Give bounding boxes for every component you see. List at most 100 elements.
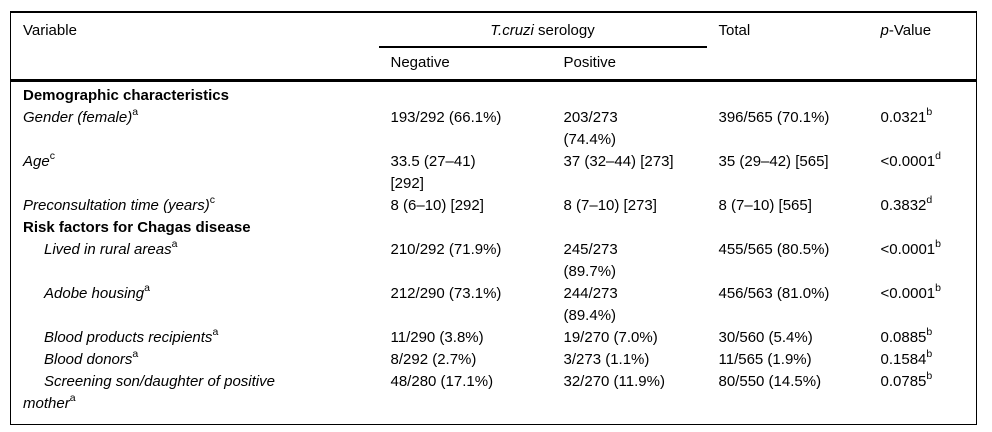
pvalue-text: 0.0321 xyxy=(880,109,927,126)
cell-negative: 193/292 (66.1%) xyxy=(390,109,502,126)
cell-negative: 8 (6–10) [292] xyxy=(390,197,484,214)
pvalue-rest-label: -Value xyxy=(888,22,932,39)
row-lived-rural-areas: Lived in rural areasa 210/292 (71.9%) 24… xyxy=(11,239,977,283)
cell-variable: Gender (female)a xyxy=(11,107,379,151)
cell-positive: 3/273 (1.1%) xyxy=(563,351,650,368)
pvalue-text: 0.0785 xyxy=(880,373,927,390)
cell-pvalue: 0.0321b xyxy=(869,107,977,151)
variable-superscript: a xyxy=(69,392,76,404)
cell-total: 11/565 (1.9%) xyxy=(718,351,812,368)
cell-variable: Blood donorsa xyxy=(11,349,379,371)
cell-variable: Preconsultation time (years)c xyxy=(11,195,379,217)
cell-negative xyxy=(379,81,552,108)
cell-total: 455/565 (80.5%) xyxy=(718,241,830,258)
cell-total: 30/560 (5.4%) xyxy=(718,329,813,346)
header-row-top: Variable T.cruzi serology Total p-Value xyxy=(10,12,977,82)
cell-total: 456/563 (81.0%) xyxy=(718,285,830,302)
cell-negative: 11/290 (3.8%) xyxy=(390,329,484,346)
variable-superscript: a xyxy=(132,348,139,360)
cell-variable: Screening son/daughter of positive mothe… xyxy=(11,371,379,425)
cell-positive: 32/270 (11.9%) xyxy=(563,373,665,390)
table-header: Variable T.cruzi serology Total p-Value … xyxy=(10,12,977,82)
pvalue-superscript: d xyxy=(935,150,941,162)
col-header-total: Total xyxy=(706,12,869,82)
pvalue-text: <0.0001 xyxy=(880,153,936,170)
header-row-sub: Negative Positive xyxy=(11,47,977,82)
pvalue-superscript: b xyxy=(926,106,933,118)
variable-label: Age xyxy=(23,153,50,170)
pvalue-superscript: b xyxy=(935,282,941,294)
cell-variable: Adobe housinga xyxy=(11,283,379,327)
section-row-risk-factors: Risk factors for Chagas disease xyxy=(11,217,977,239)
variable-label: Adobe housing xyxy=(44,285,145,302)
table-body: Demographic characteristics Gender (fema… xyxy=(11,81,977,425)
pvalue-superscript: b xyxy=(926,370,933,382)
cell-negative: 33.5 (27–41) [292] xyxy=(390,153,476,192)
cell-positive xyxy=(552,81,707,108)
row-blood-products-recipients: Blood products recipientsa 11/290 (3.8%)… xyxy=(11,327,977,349)
cell-pvalue xyxy=(869,217,977,239)
row-blood-donors: Blood donorsa 8/292 (2.7%) 3/273 (1.1%) … xyxy=(11,349,977,371)
variable-label: Gender (female) xyxy=(23,109,133,126)
col-header-pvalue: p-Value xyxy=(868,12,977,82)
cell-total: 80/550 (14.5%) xyxy=(718,373,822,390)
cell-negative xyxy=(379,217,552,239)
serology-species-label: T.cruzi xyxy=(490,22,534,39)
row-gender: Gender (female)a 193/292 (66.1%) 203/273… xyxy=(11,107,977,151)
cell-pvalue: 0.0785b xyxy=(869,371,977,425)
cell-positive: 37 (32–44) [273] xyxy=(563,153,674,170)
pvalue-text: <0.0001 xyxy=(880,285,936,302)
cell-negative: 210/292 (71.9%) xyxy=(390,241,502,258)
variable-label: Blood donors xyxy=(44,351,133,368)
variable-superscript: c xyxy=(49,150,55,162)
cell-total xyxy=(707,81,869,108)
cell-variable: Blood products recipientsa xyxy=(11,327,379,349)
cell-positive: 203/273 (74.4%) xyxy=(563,109,618,148)
variable-superscript: a xyxy=(212,326,219,338)
cell-pvalue: 0.1584b xyxy=(869,349,977,371)
row-preconsultation-time: Preconsultation time (years)c 8 (6–10) [… xyxy=(11,195,977,217)
variable-superscript: a xyxy=(171,238,178,250)
cell-positive: 245/273 (89.7%) xyxy=(563,241,618,280)
pvalue-superscript: d xyxy=(926,194,933,206)
cell-pvalue: <0.0001b xyxy=(869,283,977,327)
col-header-variable: Variable xyxy=(10,12,379,82)
row-age: Agec 33.5 (27–41) [292] 37 (32–44) [273]… xyxy=(11,151,977,195)
variable-label: Lived in rural areas xyxy=(44,241,172,258)
cell-total: 35 (29–42) [565] xyxy=(718,153,829,170)
row-screening-son-daughter: Screening son/daughter of positive mothe… xyxy=(11,371,977,425)
cell-pvalue xyxy=(869,81,977,108)
section-title: Risk factors for Chagas disease xyxy=(23,219,251,236)
cell-variable: Lived in rural areasa xyxy=(11,239,379,283)
cell-pvalue: 0.3832d xyxy=(869,195,977,217)
pvalue-superscript: b xyxy=(926,348,933,360)
section-title: Demographic characteristics xyxy=(23,87,229,104)
variable-label: Preconsultation time (years) xyxy=(23,197,210,214)
pvalue-text: <0.0001 xyxy=(880,241,936,258)
pvalue-superscript: b xyxy=(926,326,933,338)
pvalue-text: 0.3832 xyxy=(880,197,927,214)
serology-rest-label: serology xyxy=(533,22,595,39)
cell-total xyxy=(707,217,869,239)
cell-section-title: Demographic characteristics xyxy=(11,81,379,108)
pvalue-text: 0.0885 xyxy=(880,329,927,346)
variable-superscript: a xyxy=(144,282,150,294)
variable-label: Screening son/daughter of positive mothe… xyxy=(23,373,275,412)
cell-variable: Agec xyxy=(11,151,379,195)
cell-positive: 8 (7–10) [273] xyxy=(563,197,657,214)
cell-pvalue: <0.0001d xyxy=(869,151,977,195)
cell-positive xyxy=(552,217,707,239)
pvalue-superscript: b xyxy=(935,238,941,250)
col-group-header-serology: T.cruzi serology xyxy=(378,12,707,48)
cell-pvalue: 0.0885b xyxy=(869,327,977,349)
variable-superscript: c xyxy=(209,194,215,206)
cell-total: 396/565 (70.1%) xyxy=(718,109,830,126)
cell-negative: 212/290 (73.1%) xyxy=(390,285,502,302)
col-header-negative: Negative xyxy=(378,47,552,82)
statistics-table: Variable T.cruzi serology Total p-Value … xyxy=(10,11,977,425)
serology-comparison-table: Variable T.cruzi serology Total p-Value … xyxy=(10,11,977,425)
cell-total: 8 (7–10) [565] xyxy=(718,197,812,214)
cell-section-title: Risk factors for Chagas disease xyxy=(11,217,379,239)
cell-positive: 244/273 (89.4%) xyxy=(563,285,618,324)
